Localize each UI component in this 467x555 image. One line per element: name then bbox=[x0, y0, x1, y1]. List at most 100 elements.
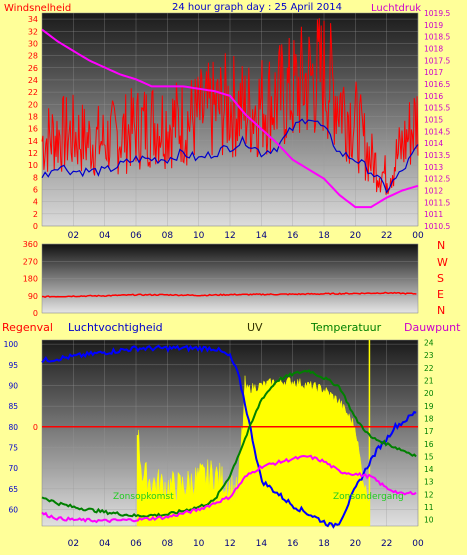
top-x-tick-label: 22 bbox=[381, 231, 392, 241]
bottom-x-tick-label: 06 bbox=[130, 539, 142, 549]
humidity-label: Luchtvochtigheid bbox=[68, 321, 163, 334]
top-left-tick-label: 30 bbox=[28, 39, 38, 48]
top-right-tick-label: 1011 bbox=[424, 210, 443, 219]
bottom-x-tick-label: 14 bbox=[256, 539, 268, 549]
top-right-tick-label: 1013 bbox=[424, 163, 443, 172]
bottom-right-tick-label: 20 bbox=[424, 389, 434, 398]
top-right-tick-label: 1012 bbox=[424, 187, 443, 196]
top-right-tick-label: 1013.5 bbox=[424, 151, 450, 160]
top-right-tick-label: 1011.5 bbox=[424, 198, 450, 207]
top-left-tick-label: 34 bbox=[28, 15, 38, 24]
bottom-left-tick-label: 100 bbox=[4, 340, 19, 349]
top-right-tick-label: 1019 bbox=[424, 21, 443, 30]
temperature-label: Temperatuur bbox=[311, 321, 382, 334]
top-left-tick-label: 10 bbox=[28, 161, 38, 170]
top-x-tick-label: 04 bbox=[99, 231, 111, 241]
direction-tick-label: 270 bbox=[23, 257, 38, 266]
bottom-right-tick-label: 22 bbox=[424, 364, 434, 373]
temperature-line bbox=[41, 369, 417, 518]
top-left-tick-label: 2 bbox=[33, 210, 38, 219]
bottom-left-tick-label: 80 bbox=[8, 423, 18, 432]
bottom-right-tick-label: 17 bbox=[424, 427, 434, 436]
top-x-tick-label: 18 bbox=[318, 231, 330, 241]
compass-letter-n-bottom: N bbox=[437, 304, 446, 317]
top-x-tick-label: 20 bbox=[350, 231, 362, 241]
dewpoint-label: Dauwpunt bbox=[404, 321, 461, 334]
compass-letter-n-top: N bbox=[437, 239, 446, 252]
top-x-tick-label: 08 bbox=[162, 231, 174, 241]
dewpoint-line bbox=[41, 454, 417, 524]
bottom-right-tick-label: 14 bbox=[424, 465, 434, 474]
bottom-right-tick-label: 10 bbox=[424, 516, 434, 525]
top-right-tick-label: 1018.5 bbox=[424, 33, 450, 42]
top-left-tick-label: 8 bbox=[33, 173, 38, 182]
bottom-right-tick-label: 23 bbox=[424, 351, 434, 360]
top-x-tick-label: 00 bbox=[412, 231, 424, 241]
top-x-tick-label: 12 bbox=[224, 231, 235, 241]
top-right-tick-label: 1017 bbox=[424, 68, 443, 77]
wind-direction-line bbox=[41, 291, 417, 299]
top-left-tick-label: 16 bbox=[28, 125, 38, 134]
compass-letter-s: S bbox=[437, 272, 444, 285]
top-right-tick-label: 1019.5 bbox=[424, 9, 450, 18]
bottom-left-tick-label: 60 bbox=[8, 505, 18, 514]
top-right-tick-label: 1014 bbox=[424, 139, 443, 148]
rain-tick-label: 0 bbox=[33, 423, 38, 432]
uv-area bbox=[137, 375, 370, 527]
compass-letter-e: E bbox=[437, 288, 444, 301]
bottom-x-tick-label: 02 bbox=[68, 539, 79, 549]
top-left-tick-label: 14 bbox=[28, 137, 38, 146]
top-x-tick-label: 10 bbox=[193, 231, 205, 241]
top-right-tick-label: 1014.5 bbox=[424, 127, 450, 136]
direction-tick-label: 90 bbox=[28, 292, 38, 301]
top-left-tick-label: 12 bbox=[28, 149, 38, 158]
direction-tick-label: 360 bbox=[23, 240, 38, 249]
top-left-tick-label: 6 bbox=[33, 185, 38, 194]
bottom-right-tick-label: 13 bbox=[424, 478, 434, 487]
top-x-tick-label: 16 bbox=[287, 231, 299, 241]
bottom-x-tick-label: 22 bbox=[381, 539, 392, 549]
wind-average-line bbox=[41, 118, 419, 194]
uv-label: UV bbox=[247, 321, 263, 334]
top-left-tick-label: 22 bbox=[28, 88, 38, 97]
top-x-tick-label: 14 bbox=[256, 231, 268, 241]
wind-speed-line bbox=[41, 18, 419, 195]
bottom-left-tick-label: 95 bbox=[8, 361, 18, 370]
sunrise-annotation: Zonsopkomst bbox=[113, 492, 174, 502]
top-x-tick-label: 02 bbox=[68, 231, 79, 241]
bottom-x-tick-label: 08 bbox=[162, 539, 174, 549]
bottom-left-tick-label: 85 bbox=[8, 402, 18, 411]
bottom-x-tick-label: 18 bbox=[318, 539, 330, 549]
top-left-tick-label: 24 bbox=[28, 76, 38, 85]
bottom-left-tick-label: 90 bbox=[8, 381, 18, 390]
bottom-x-tick-label: 04 bbox=[99, 539, 111, 549]
bottom-left-tick-label: 70 bbox=[8, 464, 18, 473]
bottom-right-tick-label: 16 bbox=[424, 440, 434, 449]
bottom-x-tick-label: 16 bbox=[287, 539, 299, 549]
bottom-right-tick-label: 24 bbox=[424, 339, 434, 348]
bottom-x-tick-label: 00 bbox=[412, 539, 424, 549]
bottom-x-tick-label: 10 bbox=[193, 539, 205, 549]
top-left-tick-label: 26 bbox=[28, 64, 38, 73]
bottom-right-tick-label: 18 bbox=[424, 414, 434, 423]
bottom-x-tick-label: 12 bbox=[224, 539, 235, 549]
top-right-tick-label: 1012.5 bbox=[424, 175, 450, 184]
top-right-tick-label: 1018 bbox=[424, 45, 443, 54]
top-right-tick-label: 1016 bbox=[424, 92, 443, 101]
top-left-tick-label: 4 bbox=[33, 198, 38, 207]
top-right-tick-label: 1015.5 bbox=[424, 104, 450, 113]
bottom-right-tick-label: 11 bbox=[424, 503, 434, 512]
top-right-tick-label: 1016.5 bbox=[424, 80, 450, 89]
top-right-tick-label: 1015 bbox=[424, 116, 443, 125]
bottom-left-tick-label: 75 bbox=[8, 443, 18, 452]
direction-tick-label: 180 bbox=[23, 275, 38, 284]
top-x-tick-label: 06 bbox=[130, 231, 142, 241]
rain-label: Regenval bbox=[2, 321, 53, 334]
direction-tick-label: 0 bbox=[33, 309, 38, 318]
top-left-tick-label: 18 bbox=[28, 112, 38, 121]
compass-letter-w: W bbox=[437, 256, 448, 269]
bottom-left-tick-label: 65 bbox=[8, 485, 18, 494]
bottom-right-tick-label: 21 bbox=[424, 376, 434, 385]
top-left-tick-label: 32 bbox=[28, 27, 38, 36]
